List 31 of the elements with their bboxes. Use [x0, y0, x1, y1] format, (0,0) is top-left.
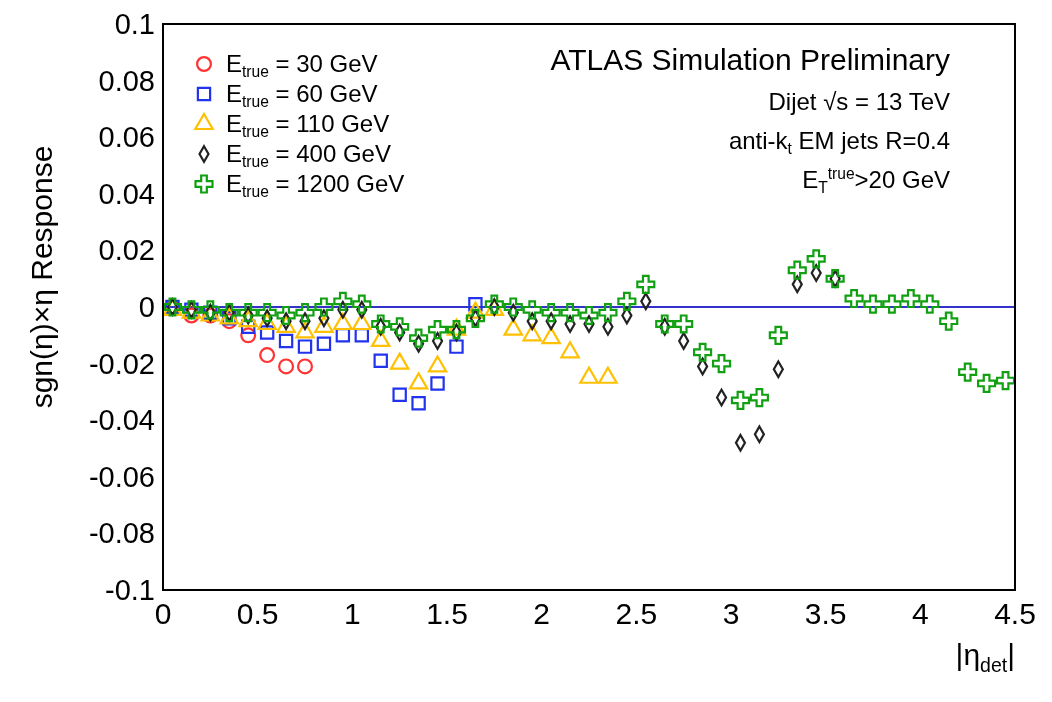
y-tick-label: 0 [138, 291, 155, 323]
annotation: ATLAS Simulation Preliminary [550, 43, 950, 76]
legend-label: E$_{true}$ = 110 GeV [226, 110, 390, 141]
y-axis-title: sgn(η)×η Response [25, 145, 58, 409]
y-tick-label: 0.04 [98, 177, 155, 210]
x-tick-label: 1 [343, 597, 361, 630]
x-tick-label: 3 [722, 597, 740, 630]
annotation: E$_{T}$$^{true}$>20 GeV [802, 164, 950, 197]
x-tick-label: 3.5 [804, 597, 847, 630]
y-tick-label: -0.06 [88, 460, 155, 493]
annotation: anti-k$_{t}$ EM jets R=0.4 [728, 127, 950, 158]
x-tick-label: 2.5 [615, 597, 658, 630]
x-tick-label: 4 [911, 597, 929, 630]
x-tick-label: 2 [533, 597, 551, 630]
legend-label: E$_{true}$ = 30 GeV [226, 50, 378, 81]
legend-label: E$_{true}$ = 60 GeV [226, 80, 378, 111]
x-tick-label: 0.5 [236, 597, 279, 630]
y-tick-label: -0.02 [88, 347, 155, 380]
y-tick-label: -0.04 [88, 404, 155, 437]
y-tick-label: 0.08 [98, 64, 155, 97]
y-tick-label: -0.1 [105, 574, 155, 606]
x-tick-label: 4.5 [994, 597, 1036, 630]
x-tick-label: 1.5 [426, 597, 468, 630]
legend-label: E$_{true}$ = 1200 GeV [226, 170, 405, 201]
y-tick-label: 0.06 [98, 121, 155, 154]
y-tick-label: 0.1 [114, 8, 155, 40]
x-axis-title: |η$_{det}$| [955, 638, 1015, 676]
y-tick-label: 0.02 [98, 234, 155, 267]
y-tick-label: -0.08 [88, 517, 155, 550]
annotation: Dijet √s = 13 TeV [768, 88, 950, 115]
legend-label: E$_{true}$ = 400 GeV [226, 140, 391, 171]
